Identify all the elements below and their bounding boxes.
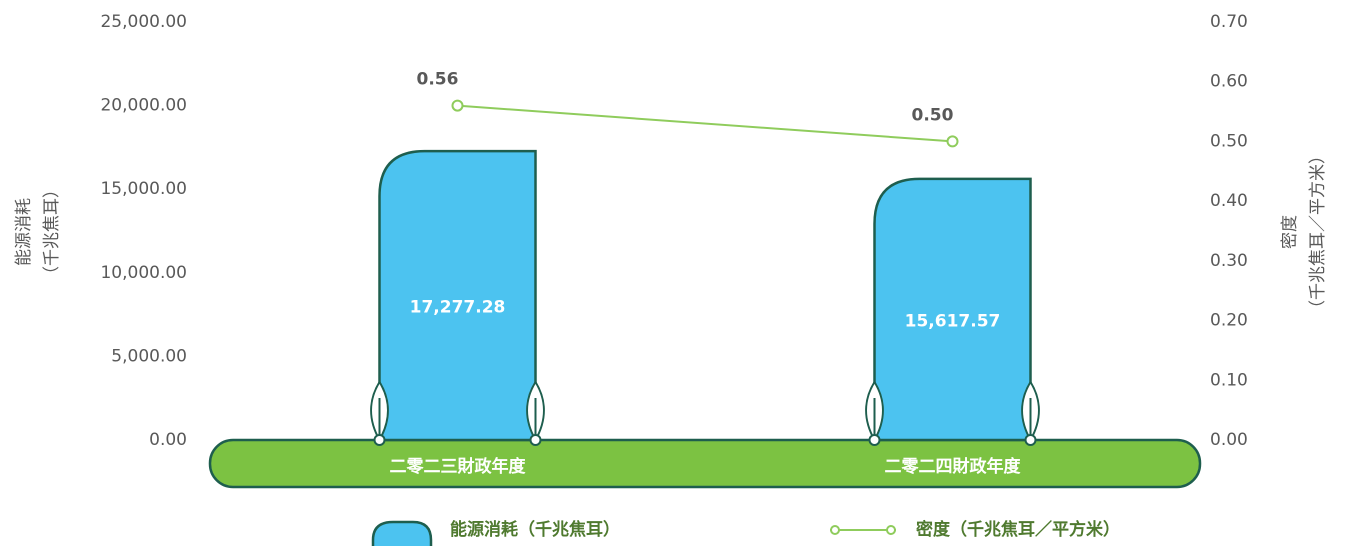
legend-swatch	[830, 525, 840, 535]
y2-tick-label: 0.10	[1210, 370, 1248, 390]
leaf-dot	[868, 434, 881, 446]
y-tick-label: 25,000.00	[100, 12, 187, 32]
bar-value-label: 17,277.28	[410, 298, 506, 318]
y2-tick-label: 0.60	[1210, 72, 1248, 92]
ground	[208, 438, 1202, 489]
line-point	[946, 135, 959, 148]
y-tick-label: 10,000.00	[100, 263, 187, 283]
y2-tick-label: 0.00	[1210, 430, 1248, 450]
leaf-dot	[1024, 434, 1037, 446]
line-value-label: 0.56	[417, 70, 459, 90]
line	[457, 104, 953, 143]
y2-tick-label: 0.30	[1210, 251, 1248, 271]
legend-label: 密度（千兆焦耳／平方米）	[916, 519, 1120, 540]
y2-tick-label: 0.40	[1210, 191, 1248, 211]
y2-tick-label: 0.70	[1210, 12, 1248, 32]
bar	[873, 177, 1032, 442]
leaf-dot	[529, 434, 542, 446]
y2-tick-label: 0.50	[1210, 131, 1248, 151]
y-tick-label: 20,000.00	[100, 96, 187, 116]
x-tick-label: 二零二三財政年度	[390, 456, 527, 477]
legend-swatch	[886, 525, 896, 535]
y2-tick-label: 0.20	[1210, 311, 1248, 331]
y-tick-label: 5,000.00	[111, 346, 187, 366]
leaf-dot	[373, 434, 386, 446]
y-axis-label: （千兆焦耳）	[42, 181, 62, 283]
legend-swatch	[371, 520, 433, 546]
y-axis-label: 能源消耗	[14, 198, 34, 266]
bar	[378, 149, 537, 442]
y-tick-label: 15,000.00	[100, 179, 187, 199]
y2-axis-label: （千兆焦耳／平方米）	[1308, 147, 1328, 317]
line-point	[451, 99, 464, 112]
x-tick-label: 二零二四財政年度	[885, 456, 1022, 477]
y2-axis-label: 密度	[1280, 215, 1300, 249]
line-value-label: 0.50	[912, 105, 954, 125]
legend-label: 能源消耗（千兆焦耳）	[450, 519, 620, 540]
bar-value-label: 15,617.57	[905, 311, 1001, 331]
y-tick-label: 0.00	[149, 430, 187, 450]
